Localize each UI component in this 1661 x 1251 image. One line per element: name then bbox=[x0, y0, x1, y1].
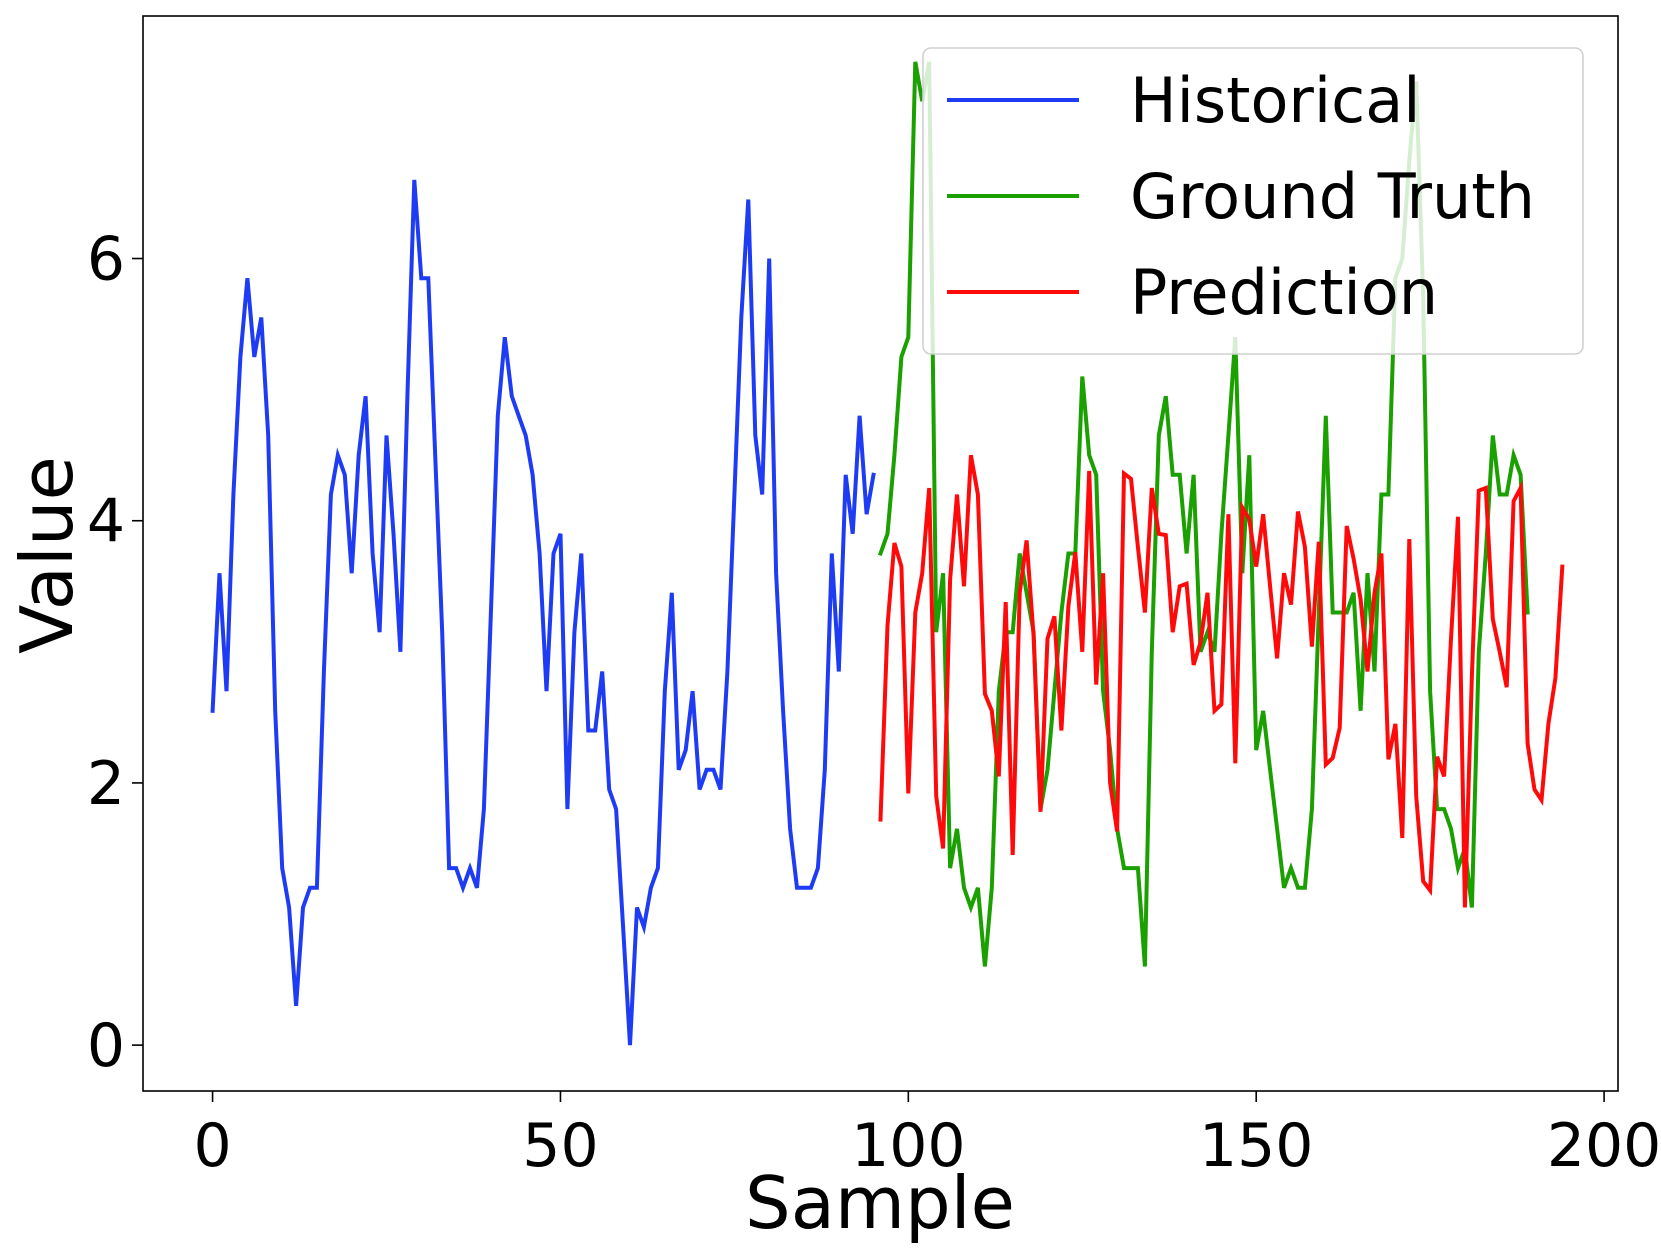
series-line-1 bbox=[210, 179, 876, 1046]
y-axis-ticks: 0 2 4 6 bbox=[87, 225, 143, 1081]
y-axis-label: Value bbox=[5, 456, 89, 654]
x-tick-label: 200 bbox=[1547, 1111, 1661, 1181]
x-tick-label: 100 bbox=[851, 1111, 966, 1181]
legend-label: Prediction bbox=[1130, 256, 1438, 329]
legend-label: Ground Truth bbox=[1130, 160, 1535, 233]
axes-frame bbox=[142, 15, 1619, 1092]
legend-label: Historical bbox=[1130, 64, 1420, 137]
x-axis-label: Sample bbox=[745, 1161, 1015, 1245]
legend-box bbox=[922, 47, 1584, 355]
y-tick-label: 2 bbox=[87, 749, 125, 819]
series-line-3 bbox=[878, 454, 1565, 908]
legend-entries: Historical Ground Truth Prediction bbox=[947, 64, 1535, 329]
x-axis-ticks: 0 50 100 150 200 bbox=[193, 1091, 1661, 1181]
x-tick-label: 50 bbox=[522, 1111, 598, 1181]
y-tick-label: 6 bbox=[87, 225, 125, 295]
x-tick-label: 0 bbox=[193, 1111, 231, 1181]
y-tick-label: 0 bbox=[87, 1011, 125, 1081]
legend: Historical Ground Truth Prediction bbox=[922, 47, 1584, 355]
y-tick-label: 4 bbox=[87, 487, 125, 557]
x-tick-label: 150 bbox=[1199, 1111, 1314, 1181]
